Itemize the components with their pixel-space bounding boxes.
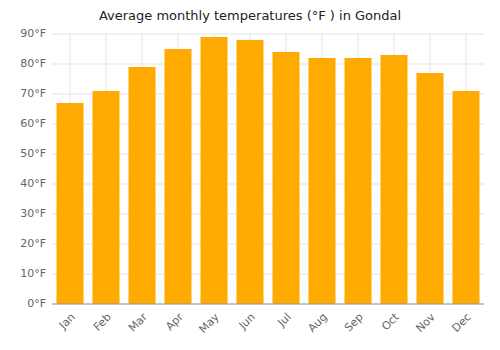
x-axis-line xyxy=(52,304,484,305)
bar xyxy=(237,40,264,304)
chart-container: Average monthly temperatures (°F ) in Go… xyxy=(0,0,500,350)
x-tick-label: Dec xyxy=(450,311,474,335)
x-axis: Jan Feb Mar Apr May Jun Jul Aug Sep Oct Nov Dec xyxy=(52,304,484,336)
x-tick-label: Sep xyxy=(342,311,366,335)
y-tick-label: 10°F xyxy=(20,267,46,280)
y-tick-label: 60°F xyxy=(20,117,46,130)
bar xyxy=(273,52,300,304)
y-tick-label: 70°F xyxy=(20,87,46,100)
x-tick-label: Apr xyxy=(163,310,186,333)
y-tick-label: 20°F xyxy=(20,237,46,250)
y-tick-label: 0°F xyxy=(27,297,46,310)
title: Average monthly temperatures (°F ) in Go… xyxy=(99,8,401,23)
bar xyxy=(381,55,408,304)
bar xyxy=(93,91,120,304)
bar xyxy=(417,73,444,304)
x-tick-label: Jul xyxy=(274,311,293,330)
bar xyxy=(57,103,84,304)
y-axis: 0°F 10°F 20°F 30°F 40°F 50°F 60°F 70°F 80°F 90°F xyxy=(20,27,46,310)
x-tick-label: Jan xyxy=(56,311,78,333)
bars xyxy=(57,37,480,304)
x-tick-label: Nov xyxy=(413,310,438,335)
x-tick-label: Oct xyxy=(379,310,402,333)
y-tick-label: 40°F xyxy=(20,177,46,190)
page: {"chart_data": {"type": "bar", "title": … xyxy=(0,0,500,350)
bar xyxy=(165,49,192,304)
grid xyxy=(52,34,484,304)
x-tick-label: Feb xyxy=(91,311,114,334)
bar xyxy=(309,58,336,304)
x-tick-label: Aug xyxy=(305,311,329,335)
bar xyxy=(201,37,228,304)
bar xyxy=(453,91,480,304)
bar xyxy=(345,58,372,304)
chart: Average monthly temperatures (°F ) in Go… xyxy=(0,0,500,350)
y-tick-label: 30°F xyxy=(20,207,46,220)
y-tick-label: 80°F xyxy=(20,57,46,70)
y-grid-line xyxy=(52,34,484,35)
y-tick-label: 90°F xyxy=(20,27,46,40)
x-tick-label: Jun xyxy=(236,311,258,333)
y-grid-line xyxy=(52,64,484,65)
y-grid-line xyxy=(52,304,484,305)
y-tick-label: 50°F xyxy=(20,147,46,160)
bar xyxy=(129,67,156,304)
x-tick-label: Mar xyxy=(126,310,150,334)
x-tick-label: May xyxy=(196,310,222,336)
